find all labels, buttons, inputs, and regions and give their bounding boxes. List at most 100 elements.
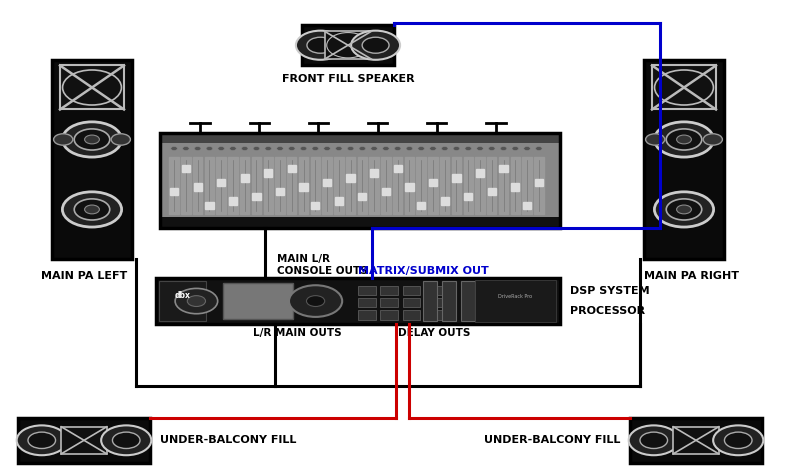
Bar: [442, 281, 456, 321]
Bar: [461, 281, 475, 321]
Circle shape: [74, 199, 110, 220]
FancyBboxPatch shape: [60, 66, 124, 109]
Bar: [499, 165, 508, 172]
Bar: [170, 157, 179, 214]
Bar: [217, 157, 226, 214]
Bar: [381, 286, 398, 295]
Bar: [426, 286, 443, 295]
Bar: [276, 188, 284, 196]
Bar: [193, 157, 202, 214]
Circle shape: [306, 296, 325, 307]
Circle shape: [253, 147, 260, 150]
Bar: [358, 286, 376, 295]
Circle shape: [85, 135, 99, 144]
Bar: [241, 174, 249, 181]
FancyBboxPatch shape: [160, 217, 560, 228]
Circle shape: [359, 147, 366, 150]
Circle shape: [335, 147, 342, 150]
Bar: [441, 197, 449, 205]
Bar: [499, 157, 508, 214]
FancyBboxPatch shape: [652, 66, 716, 109]
Bar: [288, 165, 296, 172]
Bar: [252, 157, 261, 214]
Bar: [358, 192, 366, 200]
Circle shape: [489, 147, 495, 150]
Bar: [310, 157, 320, 214]
Circle shape: [111, 134, 130, 145]
Bar: [440, 157, 450, 214]
Bar: [417, 202, 426, 209]
Circle shape: [677, 205, 691, 214]
Bar: [511, 183, 519, 191]
Circle shape: [512, 147, 518, 150]
Circle shape: [182, 147, 189, 150]
Bar: [428, 157, 438, 214]
Bar: [358, 310, 376, 320]
Circle shape: [85, 205, 99, 214]
Circle shape: [666, 199, 702, 220]
Circle shape: [175, 288, 218, 314]
Circle shape: [194, 147, 201, 150]
Bar: [206, 202, 214, 209]
Bar: [381, 298, 398, 307]
Bar: [334, 197, 343, 205]
Bar: [488, 188, 496, 196]
Bar: [382, 188, 390, 196]
Bar: [523, 202, 531, 209]
Circle shape: [371, 147, 378, 150]
Circle shape: [442, 147, 448, 150]
Bar: [299, 183, 308, 191]
Bar: [217, 178, 226, 186]
Circle shape: [171, 147, 178, 150]
Bar: [358, 298, 376, 307]
Bar: [205, 157, 214, 214]
Bar: [181, 157, 190, 214]
Bar: [263, 157, 273, 214]
Bar: [510, 157, 520, 214]
Text: UNDER-BALCONY FILL: UNDER-BALCONY FILL: [484, 435, 621, 446]
Bar: [381, 310, 398, 320]
Circle shape: [206, 147, 213, 150]
Circle shape: [17, 426, 67, 455]
Circle shape: [394, 147, 401, 150]
Circle shape: [535, 147, 542, 150]
Bar: [452, 174, 461, 181]
Bar: [229, 197, 237, 205]
Circle shape: [465, 147, 471, 150]
Circle shape: [277, 147, 283, 150]
Circle shape: [289, 147, 295, 150]
Circle shape: [54, 134, 73, 145]
Text: PROCESSOR: PROCESSOR: [570, 306, 645, 316]
FancyBboxPatch shape: [630, 418, 762, 463]
Circle shape: [418, 147, 425, 150]
Text: DELAY OUTS: DELAY OUTS: [398, 328, 470, 338]
Circle shape: [477, 147, 483, 150]
Bar: [194, 183, 202, 191]
Circle shape: [362, 37, 389, 53]
Bar: [252, 192, 261, 200]
Circle shape: [654, 122, 714, 157]
Circle shape: [629, 426, 679, 455]
Text: dbx: dbx: [174, 291, 190, 300]
Circle shape: [347, 147, 354, 150]
Circle shape: [382, 147, 389, 150]
Bar: [429, 178, 437, 186]
Circle shape: [654, 192, 714, 227]
FancyBboxPatch shape: [156, 278, 560, 324]
Text: MATRIX/SUBMIX OUT: MATRIX/SUBMIX OUT: [358, 266, 489, 276]
Text: MAIN L/R
CONSOLE OUTS: MAIN L/R CONSOLE OUTS: [278, 254, 368, 276]
Bar: [228, 157, 238, 214]
Bar: [287, 157, 297, 214]
Circle shape: [703, 134, 722, 145]
FancyBboxPatch shape: [325, 31, 371, 59]
FancyBboxPatch shape: [61, 426, 107, 454]
Circle shape: [242, 147, 248, 150]
Bar: [381, 157, 390, 214]
Circle shape: [666, 129, 702, 150]
Circle shape: [640, 432, 667, 448]
FancyBboxPatch shape: [18, 418, 150, 463]
Circle shape: [113, 432, 140, 448]
Bar: [452, 157, 461, 214]
Text: UNDER-BALCONY FILL: UNDER-BALCONY FILL: [160, 435, 296, 446]
Circle shape: [312, 147, 318, 150]
